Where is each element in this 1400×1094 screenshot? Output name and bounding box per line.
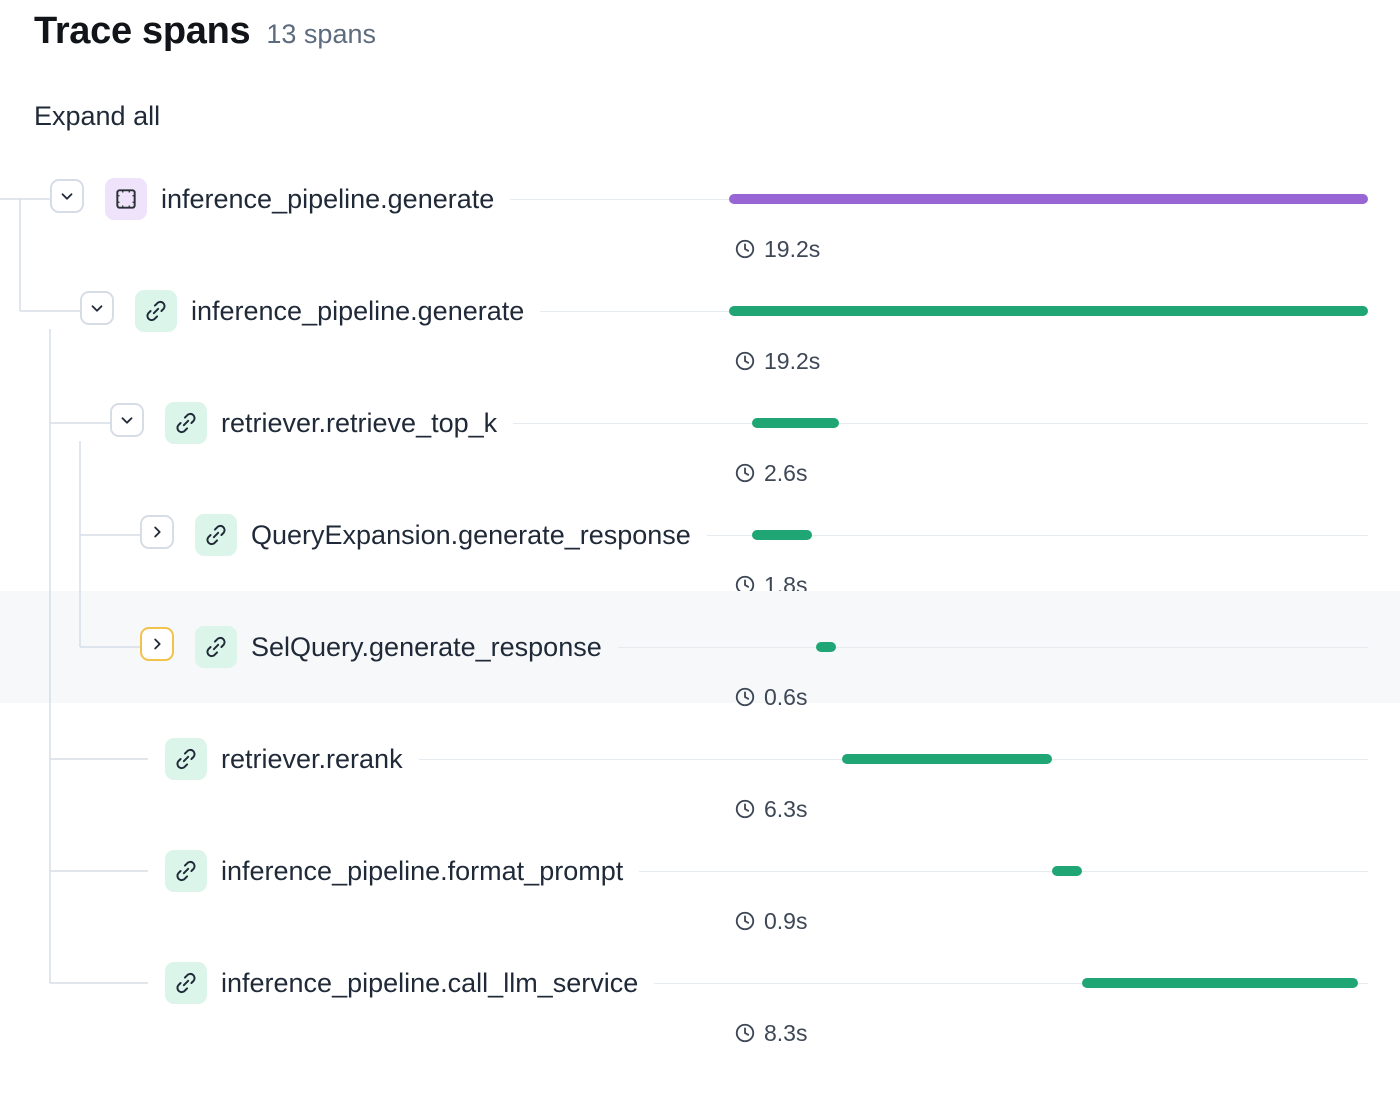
span-row[interactable]: inference_pipeline.generate 19.2s	[0, 143, 1400, 262]
span-tree: inference_pipeline.generate 19.2s inferenc…	[0, 143, 1400, 1094]
collapse-toggle-button[interactable]	[50, 179, 84, 213]
chevron-down-icon	[88, 299, 106, 317]
span-duration: 2.6s	[734, 458, 807, 488]
expand-all-button[interactable]: Expand all	[34, 101, 161, 131]
span-duration-label: 8.3s	[764, 1020, 808, 1046]
span-duration-bar	[1081, 978, 1359, 988]
link-icon	[165, 962, 207, 1004]
link-icon	[165, 850, 207, 892]
clock-icon	[734, 1022, 756, 1044]
span-duration-label: 0.6s	[764, 684, 808, 710]
span-duration: 6.3s	[734, 794, 807, 824]
expand-toggle-button[interactable]	[140, 515, 174, 549]
span-name: inference_pipeline.generate	[161, 179, 511, 219]
clock-icon	[734, 462, 756, 484]
span-duration-label: 19.2s	[764, 348, 821, 374]
span-duration: 0.9s	[734, 906, 807, 936]
link-icon	[165, 402, 207, 444]
clock-icon	[734, 798, 756, 820]
span-duration-bar	[815, 642, 836, 652]
link-icon	[165, 738, 207, 780]
link-icon	[135, 290, 177, 332]
clock-icon	[734, 686, 756, 708]
span-duration-bar	[1051, 866, 1082, 876]
span-name: QueryExpansion.generate_response	[251, 515, 707, 555]
span-duration: 0.6s	[734, 682, 807, 712]
chevron-right-icon	[148, 635, 166, 653]
span-name: SelQuery.generate_response	[251, 627, 618, 667]
span-name: inference_pipeline.format_prompt	[221, 851, 640, 891]
span-duration-bar	[729, 306, 1368, 316]
chevron-down-icon	[58, 187, 76, 205]
span-row[interactable]: retriever.retrieve_top_k 2.6s	[0, 367, 1400, 486]
row-rule	[221, 983, 1368, 984]
row-rule	[251, 647, 1368, 648]
span-row[interactable]: inference_pipeline.call_llm_service 8.3s	[0, 927, 1400, 1046]
span-row[interactable]: QueryExpansion.generate_response 1.8s	[0, 479, 1400, 598]
square-dashed-icon	[105, 178, 147, 220]
span-name: retriever.rerank	[221, 739, 419, 779]
span-duration-bar	[842, 754, 1052, 764]
collapse-toggle-button[interactable]	[80, 291, 114, 325]
span-duration-label: 2.6s	[764, 460, 808, 486]
span-count: 13 spans	[266, 19, 376, 49]
link-icon	[195, 626, 237, 668]
row-rule	[221, 759, 1368, 760]
page-title: Trace spans	[34, 10, 251, 52]
expand-toggle-button[interactable]	[140, 627, 174, 661]
span-row[interactable]: SelQuery.generate_response 0.6s	[0, 591, 1400, 710]
span-duration-bar	[729, 194, 1368, 204]
span-duration: 8.3s	[734, 1018, 807, 1048]
span-duration-label: 19.2s	[764, 236, 821, 262]
span-name: inference_pipeline.call_llm_service	[221, 963, 655, 1003]
clock-icon	[734, 350, 756, 372]
span-row[interactable]: inference_pipeline.generate 19.2s	[0, 255, 1400, 374]
span-duration-label: 6.3s	[764, 796, 808, 822]
link-icon	[195, 514, 237, 556]
trace-header: Trace spans 13 spans	[34, 10, 376, 53]
span-duration: 19.2s	[734, 346, 820, 376]
span-duration-bar	[752, 530, 813, 540]
span-row[interactable]: retriever.rerank 6.3s	[0, 703, 1400, 822]
span-row[interactable]: inference_pipeline.format_prompt 0.9s	[0, 815, 1400, 934]
span-name: inference_pipeline.generate	[191, 291, 541, 331]
span-name: retriever.retrieve_top_k	[221, 403, 514, 443]
span-duration-label: 0.9s	[764, 908, 808, 934]
collapse-toggle-button[interactable]	[110, 403, 144, 437]
span-duration-bar	[752, 418, 839, 428]
chevron-right-icon	[148, 523, 166, 541]
clock-icon	[734, 238, 756, 260]
chevron-down-icon	[118, 411, 136, 429]
row-rule	[221, 871, 1368, 872]
clock-icon	[734, 910, 756, 932]
span-duration: 19.2s	[734, 234, 820, 264]
